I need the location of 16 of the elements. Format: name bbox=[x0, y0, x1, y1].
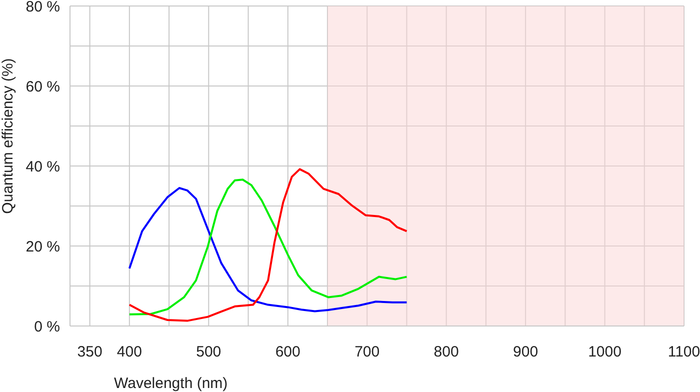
y-tick-label: 20 % bbox=[26, 238, 60, 256]
y-tick-label: 0 % bbox=[34, 318, 60, 336]
x-tick-label: 1100 bbox=[668, 344, 700, 361]
y-axis-title: Quantum efficiency (%) bbox=[0, 58, 16, 214]
x-tick-label: 350 bbox=[77, 344, 102, 361]
x-tick-label: 800 bbox=[434, 344, 459, 361]
x-tick-label: 600 bbox=[275, 344, 300, 361]
y-tick-label: 60 % bbox=[26, 78, 60, 96]
x-tick-label: 400 bbox=[116, 344, 142, 361]
x-axis-title: Wavelength (nm) bbox=[114, 375, 228, 392]
x-tick-label: 1000 bbox=[588, 344, 622, 361]
x-tick-label: 500 bbox=[196, 344, 222, 361]
y-tick-label: 40 % bbox=[26, 158, 60, 176]
y-tick-label: 80 % bbox=[26, 0, 60, 16]
x-tick-label: 700 bbox=[354, 344, 380, 361]
x-tick-label: 900 bbox=[513, 344, 538, 361]
